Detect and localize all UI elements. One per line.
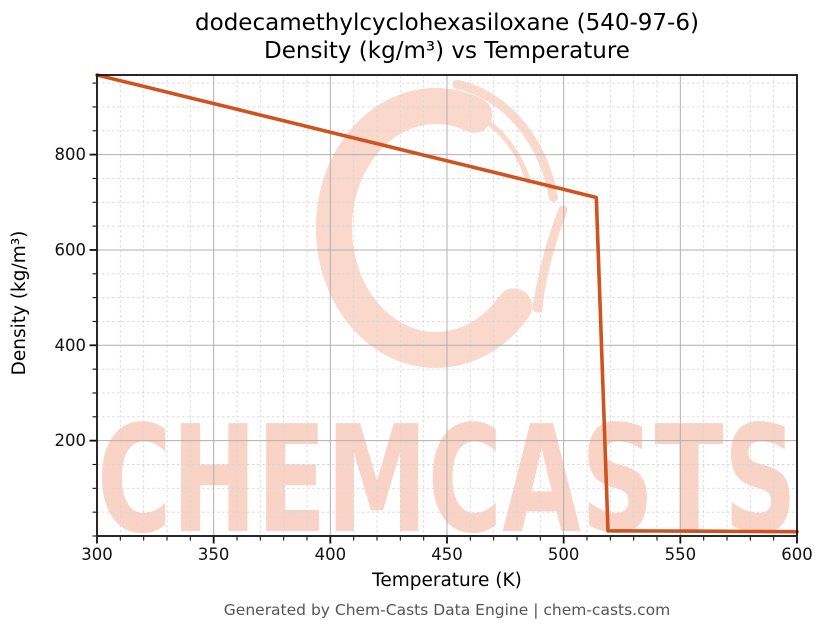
x-tick-label: 300 [81, 545, 113, 564]
x-tick-label: 350 [198, 545, 230, 564]
chart-title-line1: dodecamethylcyclohexasiloxane (540-97-6) [195, 10, 699, 36]
x-tick-label: 450 [431, 545, 463, 564]
x-tick-label: 600 [781, 545, 813, 564]
footer-credit: Generated by Chem-Casts Data Engine | ch… [223, 601, 671, 619]
chart-title: dodecamethylcyclohexasiloxane (540-97-6)… [97, 9, 797, 65]
y-tick-label: 600 [55, 240, 87, 259]
data-series [95, 73, 799, 534]
chart-title-line2: Density (kg/m³) vs Temperature [264, 38, 630, 64]
x-tick-label: 500 [548, 545, 580, 564]
x-tick-label: 550 [665, 545, 697, 564]
axes: 300 350 400 450 500 550 600 200 400 600 800 [55, 74, 813, 564]
density-curve [95, 73, 799, 534]
y-tick-label: 400 [55, 336, 87, 355]
plot-border [96, 74, 798, 537]
x-axis-label: Temperature (K) [372, 570, 522, 591]
y-axis-label: Density (kg/m³) [9, 230, 30, 376]
x-tick-label: 400 [315, 545, 347, 564]
y-tick-label: 200 [55, 431, 87, 450]
y-tick-label: 800 [55, 145, 87, 164]
